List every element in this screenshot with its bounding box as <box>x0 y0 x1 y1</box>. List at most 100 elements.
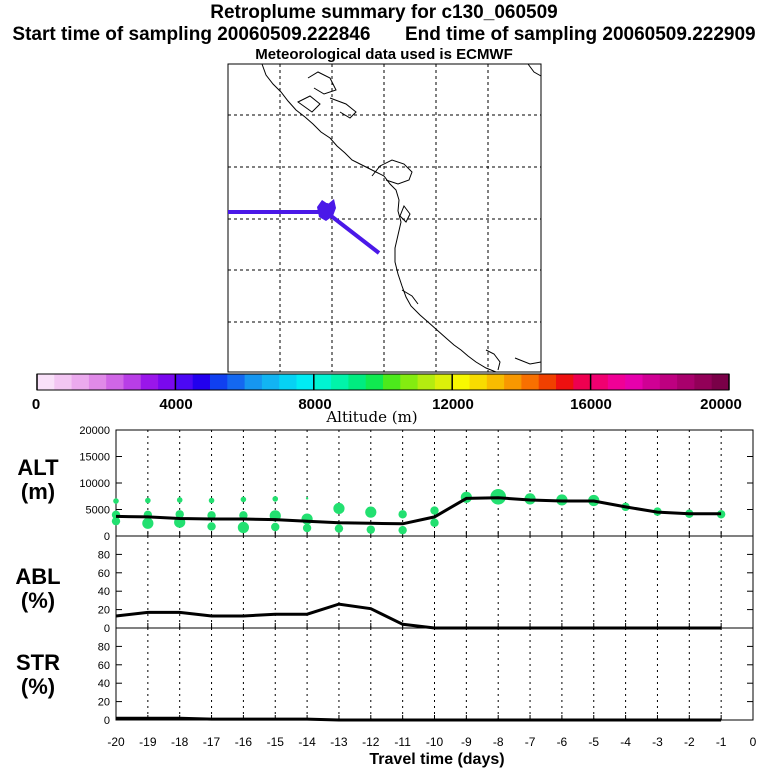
colorbar-swatch <box>71 374 90 390</box>
colorbar-swatch <box>37 374 55 390</box>
x-tick-label: 0 <box>750 735 757 749</box>
altitude-dot <box>207 511 216 520</box>
altitude-dot <box>271 522 280 532</box>
abl-ylabel-unit: (%) <box>21 588 55 613</box>
alt-ylabel: ALT <box>17 455 59 480</box>
x-tick-label: -3 <box>652 735 663 749</box>
abl-line <box>115 602 722 630</box>
x-tick-label: -13 <box>330 735 348 749</box>
x-axis-tick-labels: -20 -19 -18 -17 -16 -15 -14 -13 -12 -11 -10 -9 -8 -7-… <box>107 735 756 749</box>
map-coastline <box>261 63 542 373</box>
colorbar-swatch <box>54 374 73 390</box>
plume-cluster <box>317 199 336 221</box>
abl-ytick-label: 20 <box>98 605 110 617</box>
altitude-dot <box>175 510 184 519</box>
x-tick-label: -1 <box>716 735 727 749</box>
colorbar-swatch <box>694 374 713 390</box>
colorbar-swatch <box>452 374 470 390</box>
colorbar-swatch <box>417 374 436 390</box>
str-ylabel: STR <box>16 650 60 675</box>
colorbar-swatch <box>227 374 246 390</box>
x-tick-label: -12 <box>362 735 380 749</box>
str-ylabel-unit: (%) <box>21 674 55 699</box>
colorbar-title: Altitude (m) <box>325 408 417 426</box>
altitude-dot <box>142 517 154 529</box>
altitude-dot <box>272 496 279 502</box>
colorbar-ticks <box>36 374 730 390</box>
colorbar-swatch <box>88 374 107 390</box>
altitude-dot <box>366 525 375 534</box>
str-ytick-label: 60 <box>98 660 110 672</box>
x-tick-label: -5 <box>588 735 599 749</box>
str-ytick-label: 20 <box>98 697 110 709</box>
alt-ylabel-unit: (m) <box>21 479 55 504</box>
alt-ytick-label: 10000 <box>79 478 110 490</box>
colorbar-label-4000: 4000 <box>159 396 192 413</box>
altitude-dot <box>239 511 248 520</box>
colorbar-swatch <box>607 374 626 390</box>
abl-ytick-label: 40 <box>98 586 110 598</box>
x-tick-label: -9 <box>461 735 472 749</box>
colorbar-label-12000: 12000 <box>432 396 474 413</box>
colorbar-swatch <box>434 374 453 390</box>
colorbar-swatch <box>261 374 280 390</box>
colorbar-swatch <box>383 374 401 390</box>
start-value: 20060509.222846 <box>217 24 371 45</box>
colorbar-swatch <box>538 374 557 390</box>
altitude-dot <box>716 510 726 519</box>
colorbar-swatch <box>365 374 384 390</box>
x-tick-label: -6 <box>557 735 568 749</box>
x-tick-label: -16 <box>235 735 253 749</box>
colorbar-swatch <box>642 374 661 390</box>
colorbar-swatch <box>521 374 540 390</box>
retroplume-trajectory <box>228 199 381 255</box>
colorbar-swatch <box>244 374 263 390</box>
altitude-dot <box>176 497 183 503</box>
altitude-colorbar: 0 4000 8000 12000 16000 20000 Altitude (… <box>32 373 742 426</box>
altitude-dot <box>208 497 215 504</box>
x-tick-label: -17 <box>203 735 221 749</box>
colorbar-swatch <box>677 374 695 390</box>
colorbar-swatch <box>296 374 315 390</box>
x-tick-label: -18 <box>171 735 189 749</box>
x-tick-label: -7 <box>525 735 536 749</box>
colorbar-swatch <box>400 374 419 390</box>
colorbar-swatch <box>192 374 211 390</box>
colorbar-swatch <box>625 374 643 390</box>
abl-ytick-label: 60 <box>98 568 110 580</box>
altitude-dot <box>305 497 309 500</box>
colorbar-swatch <box>123 374 142 390</box>
altitude-dot <box>240 496 247 503</box>
alt-ytick-label: 20000 <box>79 425 110 437</box>
abl-ytick-label: 0 <box>104 623 110 635</box>
x-tick-label: -10 <box>426 735 444 749</box>
altitude-dot <box>334 524 344 533</box>
colorbar-swatch <box>140 374 159 390</box>
colorbar-swatch <box>106 374 124 390</box>
altitude-dot <box>302 523 312 533</box>
alt-panel: 0 5000 10000 15000 20000 <box>79 425 753 543</box>
map-graticule <box>228 64 541 372</box>
altitude-dot <box>145 497 151 504</box>
colorbar-label-16000: 16000 <box>570 396 612 413</box>
sampling-times: Start time of sampling 20060509.222846 E… <box>0 24 768 46</box>
x-axis-title: Travel time (days) <box>369 751 504 768</box>
colorbar-swatch <box>590 374 609 390</box>
altitude-dot <box>365 506 377 518</box>
str-line <box>116 716 722 722</box>
x-tick-label: -4 <box>620 735 631 749</box>
plot-layer: 0 5000 10000 15000 20000 0 20 40 60 80 0 20 40 60 80 -2… <box>79 425 756 749</box>
x-tick-label: -2 <box>684 735 695 749</box>
colorbar-swatch <box>175 374 194 390</box>
altitude-dot <box>398 510 407 519</box>
altitude-dot <box>237 521 249 534</box>
colorbar-swatch <box>504 374 522 390</box>
end-value: 20060509.222909 <box>602 24 756 45</box>
colorbar-label-0: 0 <box>32 396 40 413</box>
str-ytick-label: 40 <box>98 678 110 690</box>
map-panel <box>227 63 542 373</box>
altitude-dot <box>398 525 407 535</box>
str-ytick-label: 80 <box>98 641 110 653</box>
abl-ytick-label: 80 <box>98 549 110 561</box>
